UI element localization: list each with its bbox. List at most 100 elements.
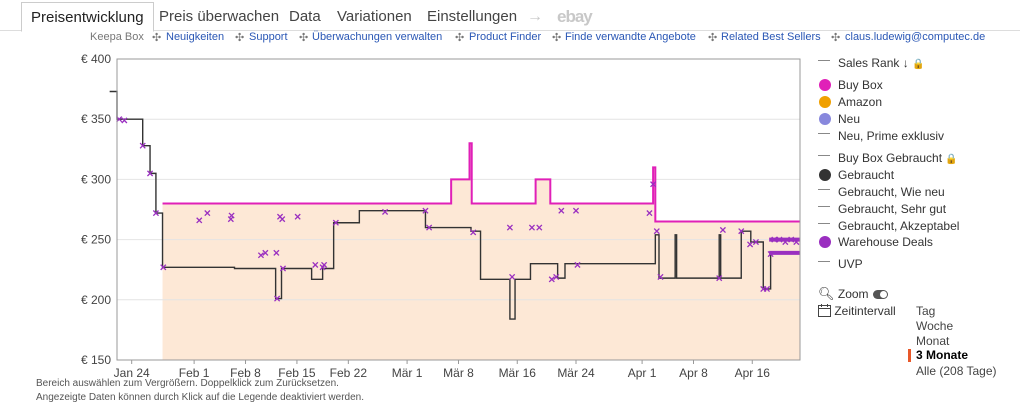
chart-hint-legend: Angezeigte Daten können durch Klick auf …: [36, 392, 364, 403]
x-tick-label: Mär 16: [499, 366, 537, 380]
warehouse-deal-marker: [747, 241, 754, 248]
lock-icon: 🔒: [945, 154, 958, 165]
x-tick-label: Jan 24: [114, 366, 150, 380]
warehouse-deal-marker: [262, 249, 269, 256]
warehouse-deal-marker: [422, 207, 429, 214]
link-product-finder[interactable]: Product Finder: [469, 31, 542, 43]
warehouse-deal-marker: [574, 261, 581, 268]
y-tick-label: € 150: [81, 353, 111, 367]
range-woche[interactable]: Woche: [916, 319, 954, 333]
warehouse-deal-marker: [788, 236, 795, 243]
series-gebraucht-line: [109, 90, 800, 320]
separator-icon: ✣: [831, 32, 841, 44]
x-tick-label: Feb 15: [278, 366, 316, 380]
warehouse-deal-marker: [121, 117, 128, 124]
lock-icon: 🔒: [912, 59, 925, 70]
series-buy-box-line: [162, 142, 800, 223]
separator-icon: ✣: [552, 32, 562, 44]
range-alle[interactable]: Alle (208 Tage): [916, 364, 997, 378]
x-tick-label: Apr 16: [735, 366, 771, 380]
warehouse-deal-marker: [767, 250, 774, 258]
warehouse-deal-marker: [152, 210, 159, 217]
link-support[interactable]: Support: [249, 31, 288, 43]
warehouse-deal-marker: [536, 224, 543, 231]
warehouse-deal-marker: [646, 210, 653, 217]
warehouse-deal-marker: [196, 217, 203, 224]
calendar-icon: [818, 304, 831, 317]
warehouse-deal-marker: [426, 224, 433, 231]
range-monat[interactable]: Monat: [916, 334, 950, 348]
arrow-right-icon: →: [527, 8, 543, 25]
x-tick-label: Feb 1: [179, 366, 210, 380]
warehouse-deal-marker: [146, 170, 154, 177]
separator-icon: ✣: [152, 32, 162, 44]
warehouse-deal-marker: [528, 224, 536, 231]
link-neuigkeiten[interactable]: Neuigkeiten: [166, 31, 225, 43]
link-email[interactable]: claus.ludewig@computec.de: [845, 31, 986, 43]
link-finde-verwandte-angebote[interactable]: Finde verwandte Angebote: [565, 31, 696, 43]
buy-box-area: [162, 143, 801, 360]
y-tick-label: € 300: [81, 172, 111, 186]
sort-icon: ↓: [902, 56, 909, 70]
warehouse-deal-marker: [650, 181, 657, 188]
warehouse-deal-marker: [274, 295, 281, 302]
range-3-monate[interactable]: 3 Monate: [907, 348, 969, 362]
warehouse-deal-marker: [548, 276, 555, 283]
separator-icon: ✣: [455, 32, 465, 44]
y-tick-label: € 350: [81, 112, 111, 126]
search-icon: 🔍︎: [818, 286, 835, 301]
warehouse-deal-marker: [716, 275, 723, 282]
x-tick-label: Apr 8: [679, 366, 708, 380]
keepa-box-label: Keepa Box: [90, 31, 144, 43]
tab-bar: Preisentwicklung Preis überwachen Data V…: [0, 0, 1020, 32]
x-tick-label: Apr 1: [628, 366, 657, 380]
warehouse-deal-marker: [506, 224, 513, 231]
separator-icon: ✣: [708, 32, 718, 44]
zoom-control[interactable]: 🔍︎ Zoom: [818, 286, 888, 302]
warehouse-deal-marker: [776, 236, 783, 243]
link-related-best-sellers[interactable]: Related Best Sellers: [721, 31, 821, 43]
warehouse-deal-marker: [160, 264, 167, 271]
warehouse-deal-marker: [204, 210, 211, 217]
ebay-logo: ebay: [557, 7, 593, 26]
x-tick-label: Feb 22: [330, 366, 368, 380]
link-bar: Keepa Box ✣ Neuigkeiten ✣ Support ✣ Über…: [0, 30, 1000, 46]
price-history-chart[interactable]: € 150 € 200 € 250 € 300 € 350 € 400 Jan 24 Feb …: [0, 46, 810, 386]
x-tick-label: Mär 1: [392, 366, 423, 380]
warehouse-deal-marker: [558, 207, 565, 214]
warehouse-deal-marker: [752, 238, 759, 246]
y-tick-label: € 200: [81, 293, 111, 307]
warehouse-deal-marker: [653, 228, 660, 235]
y-tick-label: € 250: [81, 233, 111, 247]
warehouse-deal-marker: [782, 238, 789, 246]
link-ueberwachungen-verwalten[interactable]: Überwachungen verwalten: [312, 31, 443, 43]
separator-icon: ✣: [235, 32, 245, 44]
warehouse-deal-marker: [321, 261, 328, 268]
x-tick-label: Mär 24: [557, 366, 595, 380]
tab-variationen[interactable]: Variationen: [337, 8, 412, 25]
chart-hint-zoom: Bereich auswählen zum Vergrößern. Doppel…: [36, 378, 339, 389]
warehouse-deal-marker: [509, 273, 516, 280]
zoom-toggle[interactable]: [872, 290, 888, 300]
x-tick-label: Mär 8: [443, 366, 474, 380]
separator-icon: ✣: [299, 32, 309, 44]
zeitintervall-label: Zeitintervall: [818, 304, 896, 318]
warehouse-deal-marker: [572, 207, 580, 214]
tab-preis-ueberwachen[interactable]: Preis überwachen: [159, 8, 280, 25]
tab-einstellungen[interactable]: Einstellungen: [427, 8, 518, 25]
warehouse-deal-marker: [257, 252, 265, 259]
warehouse-deal-marker: [470, 229, 477, 236]
x-tick-label: Feb 8: [230, 366, 261, 380]
range-tag[interactable]: Tag: [916, 304, 936, 318]
warehouse-deal-marker: [657, 273, 664, 280]
warehouse-deal-marker: [279, 216, 286, 223]
tab-preisentwicklung[interactable]: Preisentwicklung: [21, 2, 154, 32]
warehouse-deal-marker: [381, 208, 389, 215]
warehouse-deal-marker: [139, 142, 146, 149]
warehouse-deal-marker: [719, 226, 726, 234]
plot-frame: [116, 58, 801, 361]
tab-data[interactable]: Data: [289, 8, 321, 25]
warehouse-deal-marker: [793, 238, 800, 246]
warehouse-deal-marker: [332, 219, 339, 226]
warehouse-deal-marker: [738, 228, 745, 235]
